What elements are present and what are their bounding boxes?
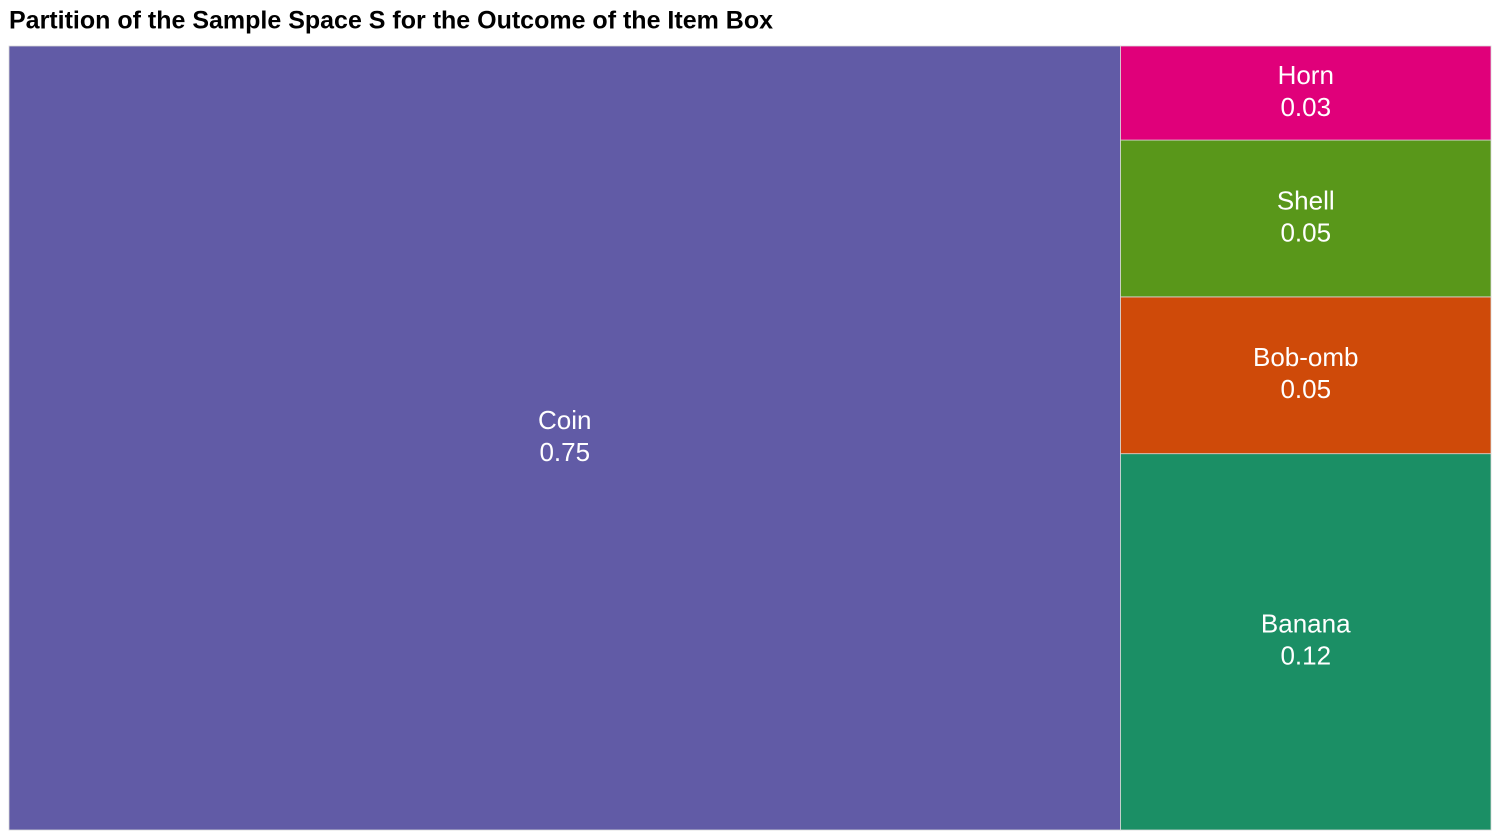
tile-label: Banana bbox=[1261, 609, 1351, 639]
tile-value: 0.03 bbox=[1280, 92, 1331, 122]
chart-title: Partition of the Sample Space S for the … bbox=[9, 7, 773, 35]
tile bbox=[1120, 45, 1492, 141]
tile-label: Bob-omb bbox=[1253, 342, 1359, 372]
tile bbox=[1120, 139, 1492, 298]
tile-value: 0.12 bbox=[1280, 641, 1331, 671]
tile-value: 0.05 bbox=[1280, 374, 1331, 404]
tile bbox=[1120, 296, 1492, 455]
tile-label: Shell bbox=[1277, 185, 1335, 215]
tile-label: Horn bbox=[1278, 60, 1334, 90]
tile-label: Coin bbox=[538, 405, 591, 435]
tile-value: 0.05 bbox=[1280, 217, 1331, 247]
tile bbox=[8, 45, 1121, 831]
tile-value: 0.75 bbox=[539, 437, 590, 467]
